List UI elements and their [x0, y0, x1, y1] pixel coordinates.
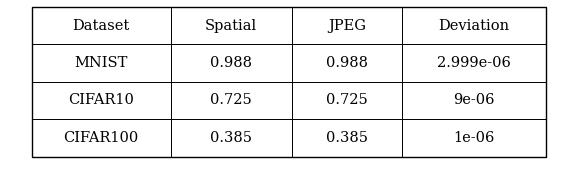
Bar [402, 7, 546, 44]
Bar [32, 119, 171, 157]
Text: MNIST: MNIST [75, 56, 128, 70]
Bar [292, 44, 402, 82]
Text: Dataset: Dataset [72, 19, 130, 33]
Text: 0.385: 0.385 [210, 131, 252, 145]
Bar [402, 119, 546, 157]
Text: CIFAR100: CIFAR100 [64, 131, 139, 145]
Text: 0.725: 0.725 [210, 93, 252, 108]
Text: 2.999e-06: 2.999e-06 [437, 56, 511, 70]
Bar [402, 82, 546, 119]
Bar [32, 7, 171, 44]
Text: 0.988: 0.988 [210, 56, 252, 70]
Text: 1e-06: 1e-06 [453, 131, 495, 145]
Bar [32, 82, 171, 119]
Text: CIFAR10: CIFAR10 [68, 93, 134, 108]
Bar [292, 82, 402, 119]
Bar [171, 82, 292, 119]
Text: 0.988: 0.988 [326, 56, 368, 70]
Bar [171, 44, 292, 82]
Text: 0.385: 0.385 [326, 131, 368, 145]
Text: 0.725: 0.725 [326, 93, 368, 108]
Bar [171, 119, 292, 157]
Bar [292, 7, 402, 44]
Text: Spatial: Spatial [205, 19, 257, 33]
Bar [292, 119, 402, 157]
Text: 9e-06: 9e-06 [453, 93, 495, 108]
Text: Deviation: Deviation [438, 19, 510, 33]
Bar [32, 44, 171, 82]
Bar [32, 7, 546, 157]
Bar [402, 44, 546, 82]
Bar [171, 7, 292, 44]
Text: JPEG: JPEG [328, 19, 366, 33]
